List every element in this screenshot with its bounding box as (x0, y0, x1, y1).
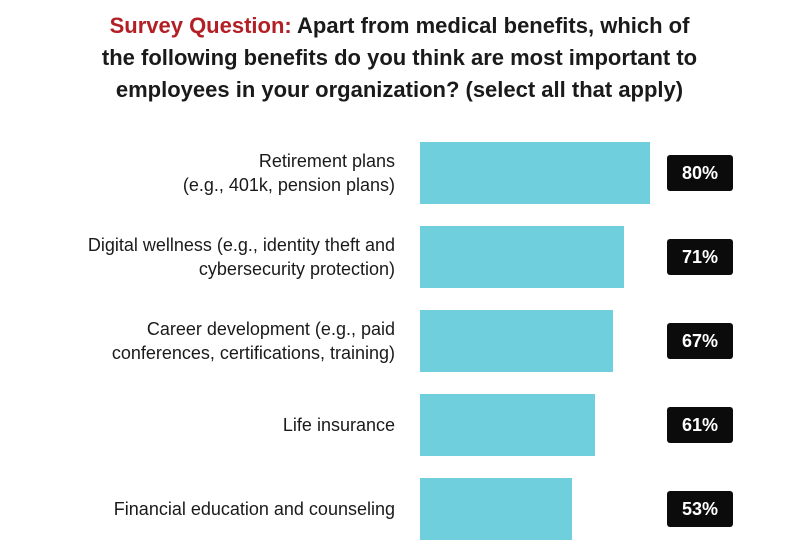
bar (420, 310, 613, 372)
value-label-badge: 80% (667, 155, 733, 191)
title-prefix: Survey Question: (109, 13, 292, 38)
category-label-line: conferences, certifications, training) (111, 343, 395, 363)
category-label-line: Life insurance (282, 415, 395, 435)
bar (420, 226, 625, 288)
category-label-line: Financial education and counseling (113, 499, 395, 519)
category-label-line: Digital wellness (e.g., identity theft a… (87, 235, 395, 255)
value-label-badge: 71% (667, 239, 733, 275)
category-label: Life insurance (0, 394, 395, 456)
chart-title: Survey Question: Apart from medical bene… (0, 10, 799, 106)
value-label-badge: 53% (667, 491, 733, 527)
title-line-1: Survey Question: Apart from medical bene… (0, 10, 799, 42)
category-label-line: Retirement plans (258, 151, 395, 171)
bar (420, 478, 573, 540)
category-label-line: (e.g., 401k, pension plans) (182, 175, 395, 195)
category-label: Financial education and counseling (0, 478, 395, 540)
category-label-line: cybersecurity protection) (198, 259, 395, 279)
category-label: Career development (e.g., paid conference… (0, 310, 395, 372)
title-line-2: the following benefits do you think are … (101, 45, 698, 70)
value-label-badge: 61% (667, 407, 733, 443)
title-line-1-text: Apart from medical benefits, which of (291, 13, 690, 38)
category-label: Retirement plans (e.g., 401k, pension pla… (0, 142, 395, 204)
title-line-3: employees in your organization? (select … (115, 77, 684, 102)
category-label-line: Career development (e.g., paid (146, 319, 395, 339)
value-label-badge: 67% (667, 323, 733, 359)
category-label: Digital wellness (e.g., identity theft a… (0, 226, 395, 288)
bar (420, 394, 596, 456)
bar (420, 142, 650, 204)
